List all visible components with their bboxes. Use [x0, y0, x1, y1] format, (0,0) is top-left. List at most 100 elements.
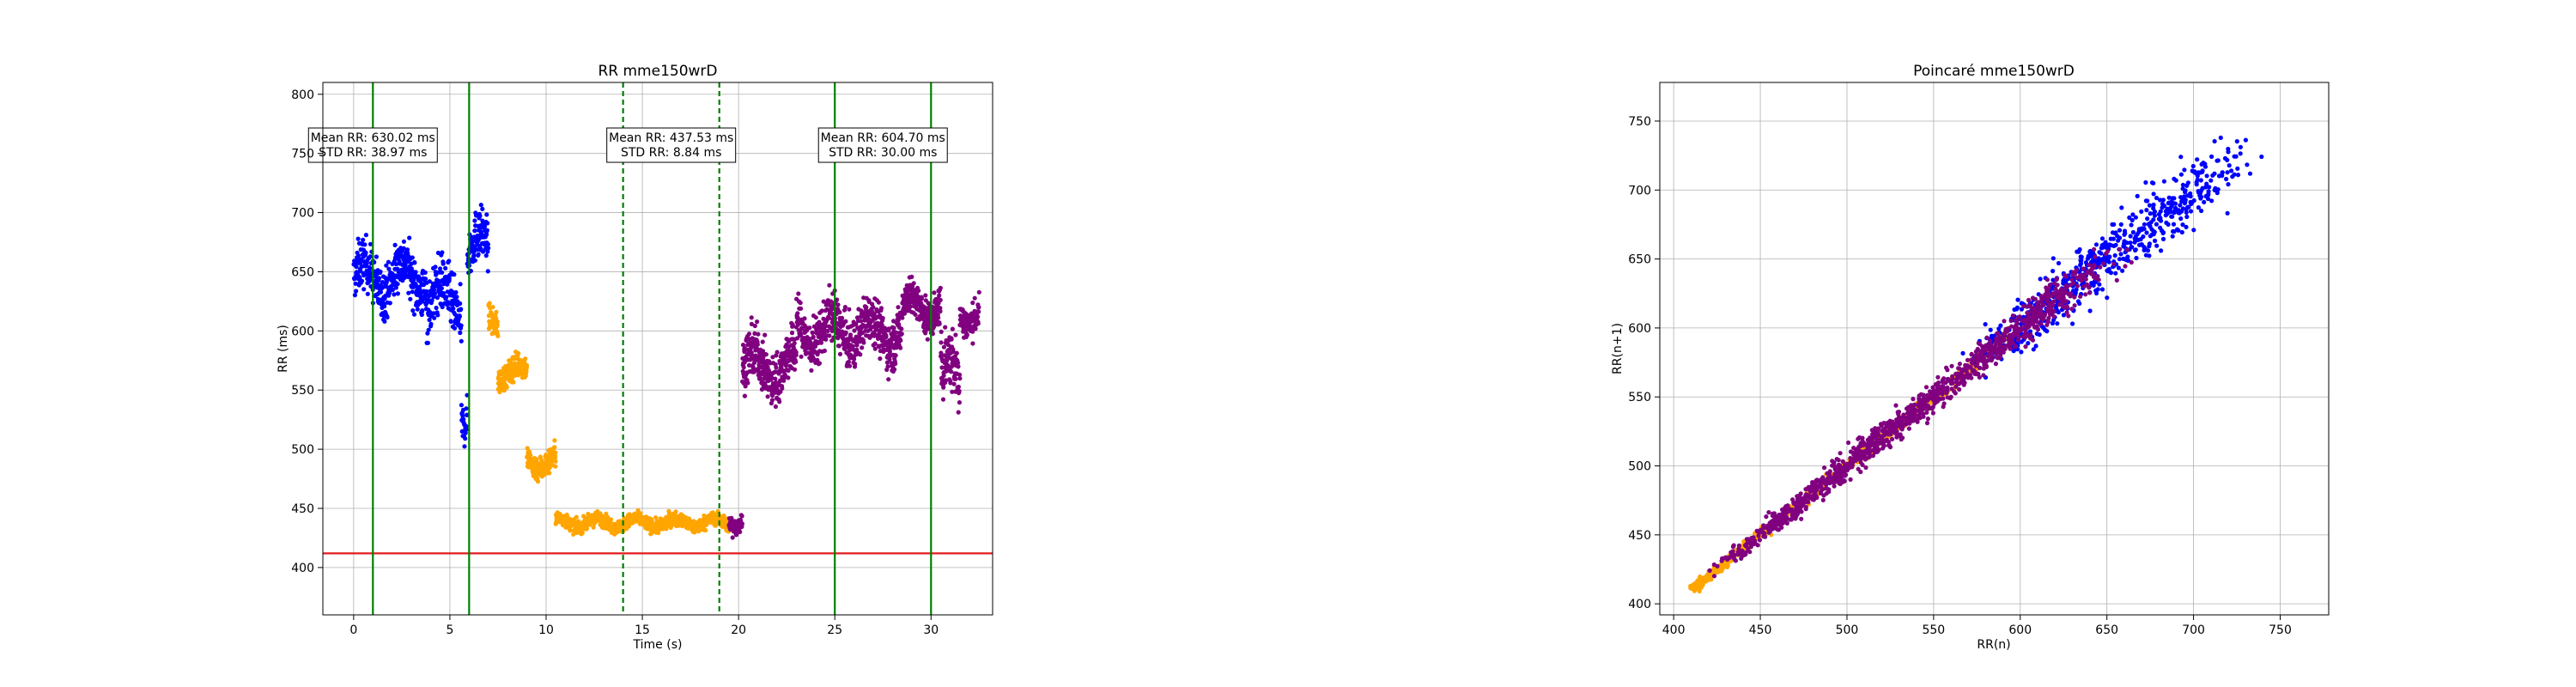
rr-data-point — [943, 325, 948, 330]
rr-data-point — [457, 313, 463, 319]
rr-data-point — [749, 315, 754, 320]
rr-points — [351, 203, 981, 540]
rr-data-point — [792, 341, 797, 346]
poincare-data-point — [2166, 195, 2172, 200]
poincare-data-point — [2184, 214, 2190, 220]
poincare-data-point — [2198, 178, 2203, 183]
poincare-data-point — [2129, 222, 2134, 228]
rr-data-point — [909, 274, 914, 279]
rr-data-point — [393, 262, 399, 267]
rr-data-point — [459, 323, 464, 328]
rr-data-point — [938, 308, 943, 314]
rr-data-point — [459, 403, 465, 408]
rr-data-point — [840, 315, 845, 320]
rr-data-point — [876, 300, 881, 305]
poincare-data-point — [2147, 253, 2152, 258]
poincare-data-point — [2206, 189, 2211, 194]
poincare-data-point — [2144, 208, 2149, 213]
poincare-data-point — [2105, 295, 2110, 301]
poincare-data-point — [2203, 185, 2208, 190]
rr-data-point — [392, 292, 397, 297]
rr-data-point — [807, 325, 812, 331]
rr-data-point — [755, 319, 760, 325]
rr-data-point — [745, 380, 750, 386]
poincare-data-point — [2038, 277, 2043, 282]
rr-data-point — [387, 290, 392, 295]
rr-data-point — [477, 213, 483, 218]
rr-data-point — [465, 412, 470, 417]
rr-data-point — [378, 289, 384, 295]
rr-data-point — [395, 282, 400, 287]
rr-data-point — [385, 314, 390, 320]
rr-data-point — [937, 321, 942, 326]
poincare-data-point — [2118, 252, 2123, 257]
rr-data-point — [970, 341, 975, 346]
rr-data-point — [365, 291, 370, 296]
rr-data-point — [951, 381, 957, 386]
rr-data-point — [591, 525, 596, 530]
rr-data-point — [896, 305, 901, 310]
rr-data-point — [899, 326, 904, 331]
poincare-data-point — [2166, 201, 2171, 206]
poincare-data-point — [2094, 290, 2099, 296]
poincare-data-point — [1893, 403, 1899, 408]
poincare-data-point — [2144, 230, 2149, 235]
poincare-data-point — [2128, 234, 2133, 239]
rr-data-point — [568, 528, 573, 533]
poincare-data-point — [1697, 583, 1702, 589]
poincare-data-point — [2015, 297, 2020, 302]
rr-data-point — [481, 249, 486, 254]
rr-data-point — [464, 423, 469, 429]
poincare-data-point — [2143, 179, 2148, 185]
rr-data-point — [799, 354, 804, 359]
poincare-data-point — [2232, 172, 2237, 177]
poincare-data-point — [2125, 254, 2130, 259]
rr-data-point — [752, 323, 757, 329]
rr-data-point — [437, 266, 443, 271]
poincare-chart: Poincaré mme150wrD 400 450 500 550 600 650 700… — [1611, 63, 2330, 652]
rr-data-point — [420, 308, 425, 313]
poincare-data-point — [2151, 180, 2156, 185]
rr-data-point — [459, 338, 464, 344]
rr-data-point — [359, 278, 365, 283]
rr-data-point — [762, 332, 768, 337]
rr-data-point — [387, 301, 392, 306]
poincare-data-point — [2108, 236, 2113, 241]
rr-data-point — [444, 295, 449, 300]
poincare-data-point — [2182, 194, 2187, 199]
rr-data-point — [485, 249, 490, 254]
poincare-data-point — [2159, 228, 2165, 234]
rr-data-point — [949, 369, 954, 374]
rr-y-tick-label: 800 — [291, 88, 314, 102]
rr-data-point — [842, 305, 848, 310]
rr-data-point — [552, 445, 557, 450]
poincare-data-point — [2151, 202, 2156, 208]
rr-data-point — [377, 276, 382, 281]
rr-data-point — [386, 259, 391, 264]
rr-data-point — [738, 529, 743, 535]
rr-data-point — [892, 367, 897, 372]
rr-data-point — [485, 242, 491, 247]
rr-data-point — [885, 364, 890, 369]
rr-data-point — [956, 384, 961, 390]
rr-data-point — [858, 352, 863, 357]
poincare-data-point — [2118, 222, 2123, 227]
rr-data-point — [361, 272, 367, 277]
rr-data-point — [408, 296, 413, 301]
rr-data-point — [843, 319, 848, 324]
rr-y-tick-label: 700 — [291, 207, 314, 221]
rr-data-point — [464, 427, 469, 432]
rr-data-point — [939, 340, 944, 345]
rr-data-point — [535, 479, 541, 484]
rr-data-point — [452, 325, 458, 331]
rr-data-point — [793, 352, 799, 357]
poincare-data-point — [2141, 234, 2146, 240]
rr-data-point — [427, 279, 432, 284]
rr-annotation-text: STD RR: 30.00 ms — [829, 146, 937, 160]
poincare-data-point — [2154, 222, 2159, 227]
poincare-data-point — [2185, 204, 2190, 210]
rr-data-point — [827, 283, 832, 288]
